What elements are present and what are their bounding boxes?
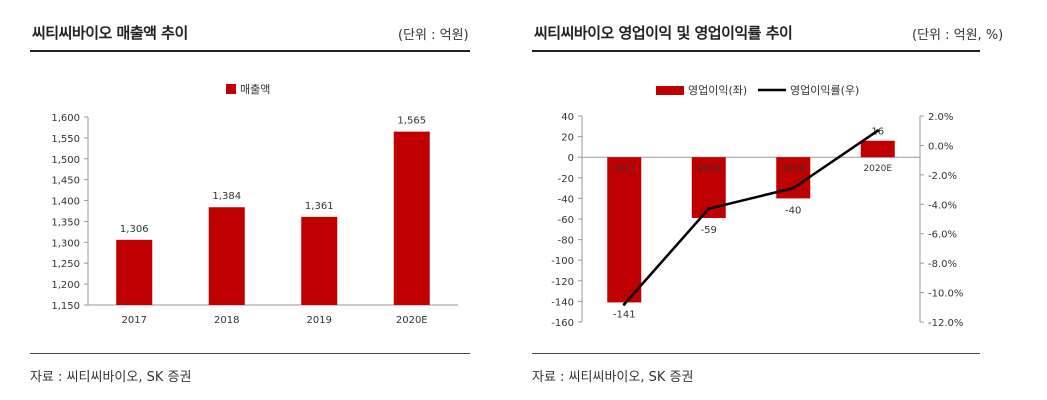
data-label: 1,384 <box>212 191 241 202</box>
left-y-tick-label: -60 <box>558 215 574 226</box>
left-y-tick-label: -40 <box>558 194 574 205</box>
legend-label-op-profit: 영업이익(좌) <box>688 84 747 97</box>
x-tick-label: 2020E <box>396 315 428 326</box>
bar <box>116 239 153 305</box>
op-margin-line <box>623 129 879 306</box>
x-tick-label: 2018 <box>697 164 720 174</box>
y-tick-label: 1,450 <box>51 176 80 187</box>
y-tick-label: 1,200 <box>51 280 80 291</box>
right-y-tick-label: -10.0% <box>928 289 963 300</box>
y-tick-label: 1,250 <box>51 259 80 270</box>
data-label: 1,306 <box>120 224 149 235</box>
data-label: -59 <box>701 225 717 236</box>
legend-label-revenue: 매출액 <box>240 83 270 96</box>
operating-profit-combo-chart: 영업이익(좌) 영업이익률(우) 40 20 0 -20 -40 -60 -80 -100 -120… <box>551 84 963 329</box>
right-y-tick-label: -8.0% <box>928 259 957 270</box>
left-y-tick-label: 0 <box>568 153 574 164</box>
op-margin-point <box>707 207 711 211</box>
right-y-tick-label: -12.0% <box>928 318 963 329</box>
left-y-tick-label: -140 <box>551 297 574 308</box>
right-y-tick-label: -6.0% <box>928 230 957 241</box>
x-tick-label: 2020E <box>863 164 892 174</box>
bar <box>860 140 895 158</box>
y-tick-label: 1,300 <box>51 238 80 249</box>
y-tick-label: 1,500 <box>51 155 80 166</box>
bottom-rule <box>30 353 470 354</box>
y-tick-label: 1,550 <box>51 134 80 145</box>
left-y-tick-label: -120 <box>551 277 574 288</box>
revenue-source: 자료 : 씨티씨바이오, SK 증권 <box>30 370 192 385</box>
y-tick-label: 1,350 <box>51 217 80 228</box>
revenue-bar-chart: 매출액 1,150 1,200 1,250 1,300 1,350 1,400 1,450 1,… <box>51 83 458 326</box>
revenue-chart-unit: (단위 : 억원) <box>398 28 469 43</box>
op-chart-title: 씨티씨바이오 영업이익 및 영업이익률 추이 <box>534 24 793 42</box>
legend-swatch-op-profit <box>656 86 684 95</box>
bar <box>208 207 245 305</box>
bar <box>393 131 430 305</box>
revenue-panel: 씨티씨바이오 매출액 추이 (단위 : 억원) 매출액 1,150 1,200 1,2… <box>0 0 490 400</box>
left-y-tick-label: -80 <box>558 236 574 247</box>
op-margin-point <box>791 186 795 190</box>
op-chart-unit: (단위 : 억원, %) <box>912 28 1004 43</box>
title-rule <box>532 50 980 52</box>
x-tick-label: 2017 <box>122 315 147 326</box>
x-tick-label: 2019 <box>782 164 805 174</box>
operating-profit-panel: 씨티씨바이오 영업이익 및 영업이익률 추이 (단위 : 억원, %) 영업이익… <box>530 0 1047 400</box>
data-label: -40 <box>785 205 801 216</box>
right-y-tick-label: -4.0% <box>928 200 957 211</box>
left-y-tick-label: -100 <box>551 256 574 267</box>
right-y-tick-label: 2.0% <box>928 112 953 123</box>
x-tick-label: 2019 <box>307 315 332 326</box>
data-label: 1,361 <box>305 201 334 212</box>
op-margin-point <box>622 302 626 306</box>
revenue-chart-title: 씨티씨바이오 매출액 추이 <box>32 24 188 42</box>
bar <box>607 157 642 303</box>
right-y-tick-label: -2.0% <box>928 171 957 182</box>
bar <box>301 216 338 305</box>
legend-swatch-revenue <box>226 84 236 94</box>
y-tick-label: 1,600 <box>51 113 80 124</box>
bottom-rule <box>532 353 980 354</box>
left-y-tick-label: 40 <box>561 112 574 123</box>
y-tick-label: 1,400 <box>51 197 80 208</box>
left-y-tick-label: -160 <box>551 318 574 329</box>
title-rule <box>30 50 470 52</box>
x-tick-label: 2017 <box>613 164 636 174</box>
data-label: 1,565 <box>397 116 426 127</box>
op-margin-point <box>876 129 880 133</box>
left-y-tick-label: 20 <box>561 133 574 144</box>
x-tick-label: 2018 <box>214 315 239 326</box>
data-label: -141 <box>613 309 636 320</box>
legend-label-op-margin: 영업이익률(우) <box>790 84 859 97</box>
y-tick-label: 1,150 <box>51 301 80 312</box>
op-source: 자료 : 씨티씨바이오, SK 증권 <box>532 370 694 385</box>
right-y-tick-label: 0.0% <box>928 141 953 152</box>
left-y-tick-label: -20 <box>558 174 574 185</box>
